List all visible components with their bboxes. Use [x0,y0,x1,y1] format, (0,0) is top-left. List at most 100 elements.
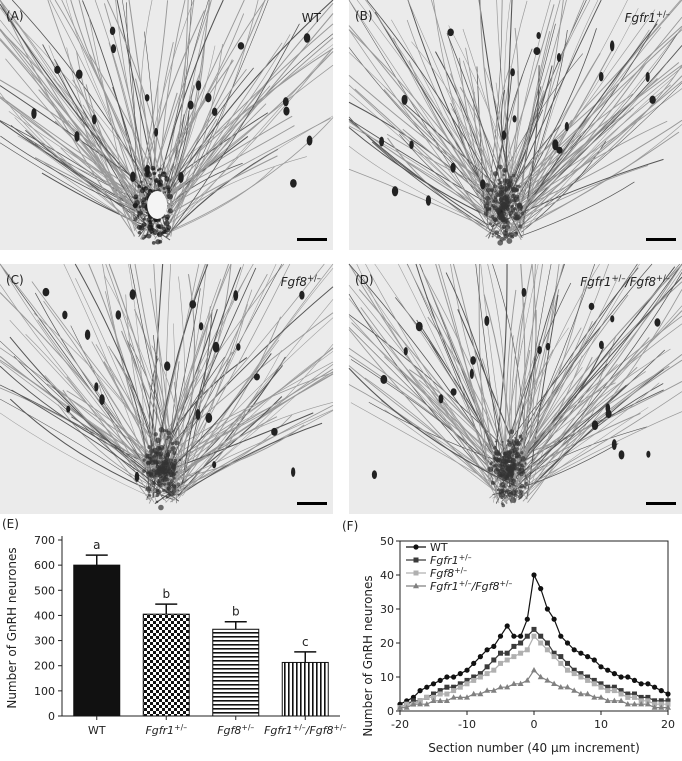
dense-staining [509,469,512,472]
dense-staining [509,175,513,179]
fiber [11,0,164,213]
dense-staining [164,176,170,182]
fiber [357,274,500,504]
fiber [134,263,178,481]
dense-staining [175,470,178,473]
data-point [424,684,430,690]
fiber [0,39,138,229]
neurone [84,329,91,340]
dense-staining [502,230,508,236]
dense-staining [165,214,170,220]
fiber [504,0,517,201]
data-point [471,660,477,667]
gene-name: Fgf8 [430,567,454,580]
fiber [171,13,334,213]
fiber [503,263,544,478]
data-point [410,701,417,707]
dense-staining [511,454,515,457]
dense-staining [494,440,498,443]
dense-staining [148,219,151,223]
data-point [611,697,618,703]
dense-staining [483,211,489,216]
neurone [403,347,408,356]
dense-staining [513,493,517,497]
fiber [179,351,334,465]
dense-staining [511,173,516,178]
dense-staining [162,186,166,190]
y-tick-label: 400 [34,609,55,622]
data-point [538,640,544,646]
data-point [430,697,437,703]
gene-name: /Fgf8 [625,275,657,289]
dense-staining [493,197,498,202]
micrograph: (D) Fgfr1+/–/Fgf8+/– [348,263,682,514]
data-point [498,660,503,666]
dense-staining [160,475,166,481]
dense-staining [170,441,175,446]
dense-staining [501,464,506,470]
dense-staining [508,440,512,444]
data-point [490,687,497,693]
dense-staining [518,489,524,496]
dense-staining [134,199,140,206]
dense-staining [158,427,165,433]
fiber [348,119,489,226]
neurone [198,322,204,331]
significance-letter: b [232,605,240,619]
fiber [82,104,149,223]
data-point [618,691,624,697]
dense-staining [160,468,163,471]
legend-label: WT [430,541,448,554]
gene-name: Fgfr1 [145,724,174,737]
data-point [510,680,517,686]
fiber [0,96,151,226]
neurone [130,171,136,183]
fiber [0,263,159,476]
dense-staining [143,234,148,239]
fiber [510,411,682,498]
dense-staining [521,470,525,475]
y-tick-label: 10 [380,671,394,684]
fiber [158,263,230,470]
neurone [290,178,297,188]
dense-staining [165,477,170,482]
neurone [591,420,599,431]
dense-staining [162,171,166,175]
data-point [631,701,638,707]
dense-staining [149,183,152,186]
dense-staining [493,445,497,450]
dense-staining [142,458,146,462]
scale-bar [646,502,676,505]
fiber [9,336,149,474]
dense-staining [495,192,499,196]
dense-staining [170,463,177,469]
panel-label: (D) [355,273,374,287]
neurone [110,44,117,54]
dense-staining [504,461,509,465]
fiber [511,110,632,212]
neurone [303,33,311,43]
dense-staining [518,494,523,499]
y-tick-label: 0 [48,710,55,723]
dense-staining [166,189,171,194]
fiber [167,47,334,237]
dense-staining [167,493,171,497]
data-point [658,701,664,707]
fiber [398,263,493,470]
data-point [524,633,530,639]
dense-staining [158,446,163,451]
data-point [437,691,443,697]
fiber [505,62,647,237]
data-point [451,684,457,690]
dense-staining [508,492,514,498]
data-point [403,704,410,710]
fiber [522,75,676,232]
dense-staining [503,238,506,241]
dense-staining [151,468,156,472]
dense-staining [493,184,497,189]
data-point [437,697,444,703]
fiber [173,343,334,497]
fiber [516,382,616,465]
data-point [632,691,637,697]
neurone [605,409,612,419]
